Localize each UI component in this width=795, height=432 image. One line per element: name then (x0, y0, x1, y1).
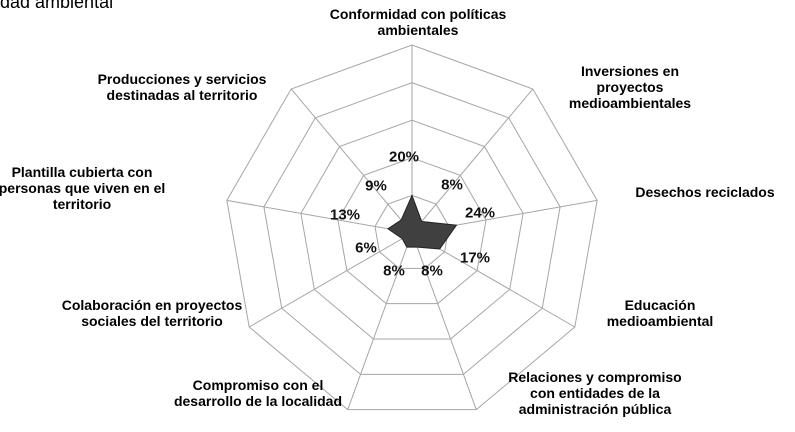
grid-ring (300, 119, 524, 340)
data-label: 8% (383, 262, 405, 280)
data-label: 13% (329, 206, 361, 224)
data-label: 8% (441, 176, 463, 194)
data-label: 17% (459, 249, 491, 267)
data-label: 20% (388, 148, 420, 166)
axis-label: Educación medioambiental (606, 297, 714, 329)
grid-ring (337, 157, 487, 305)
grid-ring (226, 44, 598, 411)
data-label: 8% (421, 262, 443, 280)
grid-ring (374, 194, 450, 269)
axis-label: Producciones y servicios destinadas al t… (97, 71, 267, 103)
data-area (387, 194, 458, 250)
axis-label: Relaciones y compromiso con entidades de… (508, 369, 682, 417)
data-label: 6% (355, 239, 377, 257)
spoke (411, 88, 534, 234)
spoke (347, 232, 413, 410)
axis-label: Inversiones en proyectos medioambientale… (568, 63, 692, 111)
axis-label: Colaboración en proyectos sociales del t… (61, 297, 243, 329)
axis-label: Conformidad con políticas ambientales (329, 6, 507, 38)
axis-label: Compromiso con el desarrollo de la local… (173, 377, 343, 409)
data-label: 9% (365, 177, 387, 195)
data-label: 24% (464, 204, 496, 222)
spoke (248, 232, 413, 328)
spoke (226, 199, 413, 234)
grid-ring (263, 82, 561, 375)
spoke (290, 88, 413, 234)
spoke (411, 232, 477, 410)
axis-label: Desechos reciclados (635, 184, 775, 200)
axis-label: Plantilla cubierta con personas que vive… (0, 164, 166, 212)
chart-title: dad ambiental (0, 0, 114, 12)
